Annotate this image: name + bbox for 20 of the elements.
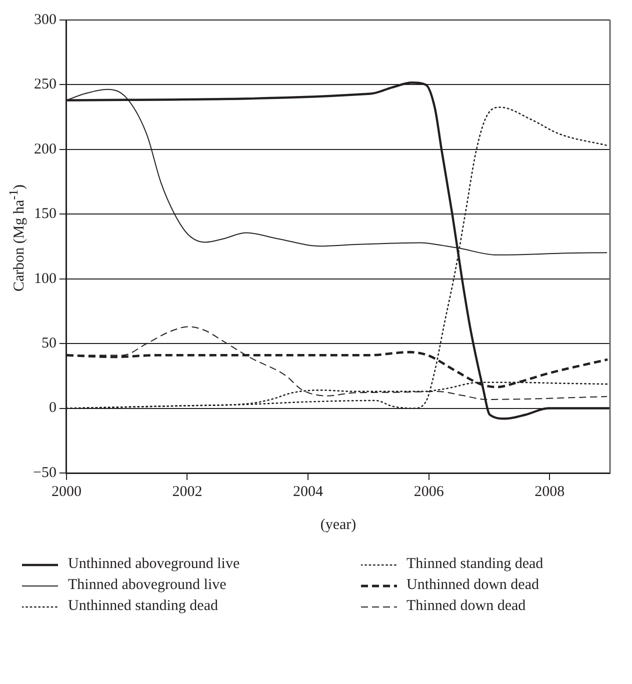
x-tick-label: 2006 — [414, 484, 444, 500]
legend-label: Thinned down dead — [406, 598, 526, 615]
legend-label: Unthinned aboveground live — [68, 556, 240, 573]
legend-label: Unthinned down dead — [406, 577, 539, 594]
y-tick-label: 200 — [34, 141, 56, 158]
y-tick-label: 0 — [48, 400, 56, 416]
y-tick-label: 250 — [34, 76, 56, 93]
y-tick-label: 150 — [34, 206, 56, 222]
legend-label: Thinned standing dead — [406, 556, 544, 573]
x-tick-label: 2002 — [172, 484, 202, 500]
y-tick-label: 100 — [34, 270, 56, 287]
y-tick-label: 300 — [34, 12, 56, 28]
legend-label: Unthinned standing dead — [68, 598, 218, 615]
legend-label: Thinned aboveground live — [68, 577, 226, 594]
y-tick-label: −50 — [32, 464, 56, 481]
x-tick-label: 2004 — [293, 484, 324, 500]
x-tick-label: 2000 — [51, 484, 82, 500]
y-tick-label: 50 — [41, 336, 56, 352]
x-tick-label: 2008 — [534, 484, 565, 500]
x-axis-title: (year) — [320, 516, 356, 533]
